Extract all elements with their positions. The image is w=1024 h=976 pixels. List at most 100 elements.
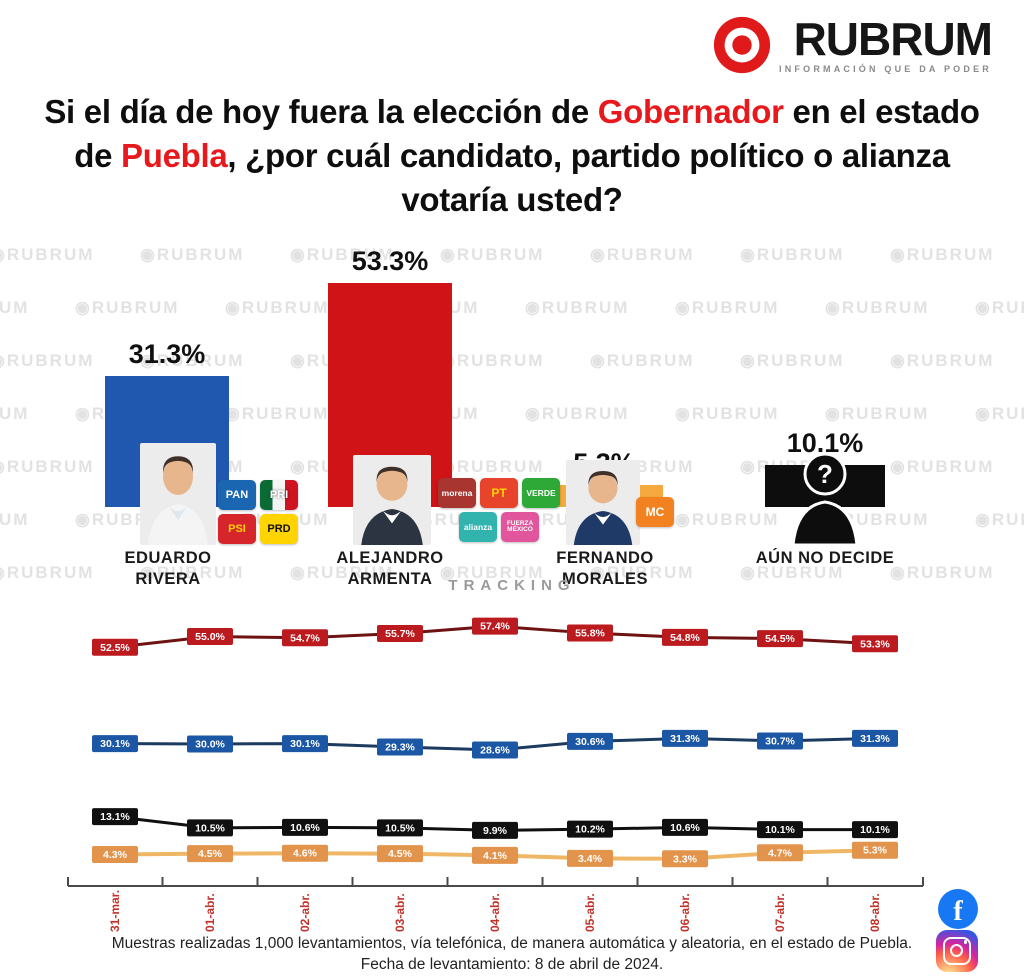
photo-alejandro-armenta: [353, 455, 431, 545]
bar-value-alejandro-armenta: 53.3%: [351, 246, 429, 276]
photo-fernando-morales: [566, 460, 640, 545]
data-label-box: [187, 735, 233, 753]
name-line: EDUARDO: [124, 549, 212, 567]
data-label-box: [662, 729, 708, 747]
data-label: 3.3%: [673, 853, 698, 865]
name-line: FERNANDO: [556, 549, 654, 567]
name-line: ARMENTA: [347, 569, 433, 588]
data-label: 10.1%: [860, 824, 890, 836]
facebook-icon[interactable]: f: [938, 889, 978, 929]
party-logo-alianza: alianza: [459, 512, 497, 542]
data-label: 4.3%: [103, 849, 128, 861]
x-tick-label: 02-abr.: [298, 893, 312, 932]
data-label-box: [187, 628, 233, 645]
logo-brand: RUBRUM: [793, 13, 993, 65]
data-label-box: [567, 732, 613, 750]
data-label: 4.5%: [198, 848, 223, 860]
x-tick-label: 07-abr.: [773, 893, 787, 932]
data-label: 4.6%: [293, 848, 318, 860]
data-label: 10.1%: [765, 824, 795, 836]
data-label: 30.6%: [575, 736, 605, 748]
data-label-box: [757, 844, 803, 862]
instagram-dot: [963, 940, 967, 944]
data-label: 30.7%: [765, 735, 795, 747]
target-icon: [713, 16, 771, 74]
data-label-box: [662, 850, 708, 868]
data-label: 55.0%: [195, 631, 225, 643]
party-logos-alejandro-armenta: morena PT VERDE alianza FUERZA MÉXICO: [431, 476, 567, 544]
data-label-box: [662, 628, 708, 646]
party-logo-prd: PRD: [260, 514, 298, 544]
data-label-box: [187, 845, 233, 863]
data-label-box: [472, 617, 518, 635]
party-logo-fuerza-méxico: FUERZA MÉXICO: [501, 512, 539, 542]
party-logo-pan: PAN: [218, 480, 256, 510]
footer-line-1: Muestras realizadas 1,000 levantamientos…: [111, 935, 913, 952]
data-label: 10.2%: [575, 824, 605, 836]
title-highlight-puebla: Puebla: [121, 136, 228, 174]
candidate-name-eduardo-rivera: EDUARDO RIVERA: [93, 548, 243, 589]
party-logo-pt: PT: [480, 478, 518, 508]
data-label-box: [282, 818, 328, 836]
party-logos-fernando-morales: MC: [632, 495, 678, 529]
data-label-box: [852, 635, 898, 653]
bar-value-eduardo-rivera: 31.3%: [128, 339, 206, 369]
x-tick-label: 06-abr.: [678, 893, 692, 932]
data-label: 54.5%: [765, 633, 795, 645]
title-text: Si el día de hoy fuera la elección de: [44, 93, 598, 130]
x-tick-label: 05-abr.: [583, 893, 597, 932]
data-label: 29.3%: [385, 742, 415, 754]
data-label: 57.4%: [480, 621, 510, 633]
data-label-box: [187, 819, 233, 837]
data-label-box: [662, 818, 708, 836]
name-line: ALEJANDRO: [336, 549, 444, 567]
methodology-note: Muestras realizadas 1,000 levantamientos…: [0, 934, 1024, 976]
instagram-lens: [950, 944, 963, 957]
svg-text:?: ?: [817, 459, 833, 489]
instagram-icon[interactable]: [936, 930, 978, 972]
data-label: 31.3%: [860, 733, 890, 745]
page-title: Si el día de hoy fuera la elección de Go…: [40, 90, 984, 222]
data-label: 55.7%: [385, 628, 415, 640]
title-highlight-gobernador: Gobernador: [597, 93, 784, 130]
data-label: 30.1%: [100, 738, 130, 750]
data-label: 30.0%: [195, 739, 225, 751]
data-label: 9.9%: [483, 825, 508, 837]
data-label-box: [757, 732, 803, 750]
footer-line-2: Fecha de levantamiento: 8 de abril de 20…: [360, 955, 664, 973]
x-tick-label: 08-abr.: [868, 893, 882, 932]
tracking-title: TRACKING: [448, 577, 576, 594]
data-label: 30.1%: [290, 738, 320, 750]
photo-eduardo-rivera: [140, 443, 216, 545]
data-label: 10.5%: [195, 822, 225, 834]
data-label-box: [852, 821, 898, 839]
data-label: 5.3%: [863, 845, 888, 857]
x-tick-label: 03-abr.: [393, 893, 407, 932]
data-label-box: [377, 624, 423, 642]
data-label: 28.6%: [480, 745, 510, 757]
data-label-box: [472, 846, 518, 864]
party-logo-psi: PSI: [218, 514, 256, 544]
data-label: 10.5%: [385, 822, 415, 834]
data-label-box: [852, 841, 898, 859]
data-label: 52.5%: [100, 642, 130, 654]
data-label-box: [92, 638, 138, 656]
instagram-frame: [943, 937, 971, 965]
data-label: 54.8%: [670, 632, 700, 644]
data-label: 10.6%: [670, 822, 700, 834]
data-label-box: [472, 821, 518, 839]
candidate-name-alejandro-armenta: ALEJANDRO ARMENTA: [315, 548, 465, 589]
logo-tagline: INFORMACIÓN QUE DA PODER: [779, 64, 992, 74]
x-tick-label: 04-abr.: [488, 893, 502, 932]
party-logo-pri: PRI: [260, 480, 298, 510]
data-label-box: [282, 735, 328, 753]
data-label: 4.1%: [483, 850, 508, 862]
party-logo-verde: VERDE: [522, 478, 560, 508]
rubrum-logo: RUBRUM INFORMACIÓN QUE DA PODER: [711, 13, 993, 76]
title-text: , ¿por cuál candidato, partido político …: [227, 136, 950, 218]
title-text: en el estado de: [74, 93, 980, 174]
party-logo-mc: MC: [636, 497, 674, 527]
data-label-box: [377, 819, 423, 837]
data-label-box: [567, 624, 613, 642]
data-label: 4.7%: [768, 847, 793, 859]
